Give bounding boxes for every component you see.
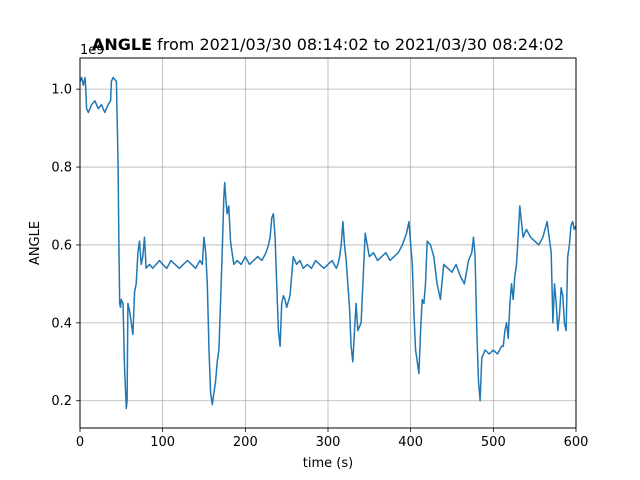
y-tick-label: 0.6 [51,238,72,253]
y-tick-label: 0.8 [51,161,72,176]
x-tick-label: 200 [233,435,258,450]
y-tick-label: 1.0 [51,83,72,98]
ticks: 0 100 200 300 400 500 600 0.2 0.4 0.6 0.8 1.0 [51,83,588,450]
y-axis-label: ANGLE [28,221,43,265]
x-tick-label: 600 [564,435,589,450]
chart-title-bold: ANGLE [92,35,152,54]
x-tick-label: 400 [398,435,423,450]
y-offset-text: 1e9 [80,43,105,58]
y-tick-label: 0.4 [51,316,72,331]
x-tick-label: 300 [316,435,341,450]
x-axis-label: time (s) [303,456,353,471]
grid [79,58,577,428]
chart-title: ANGLE from 2021/03/30 08:14:02 to 2021/0… [92,35,564,54]
x-tick-label: 500 [481,435,506,450]
series-line-layer [79,76,577,410]
chart-title-rest: from 2021/03/30 08:14:02 to 2021/03/30 0… [152,35,564,54]
x-tick-label: 0 [76,435,84,450]
series-line [79,76,577,410]
x-tick-label: 100 [150,435,175,450]
y-tick-label: 0.2 [51,394,72,409]
